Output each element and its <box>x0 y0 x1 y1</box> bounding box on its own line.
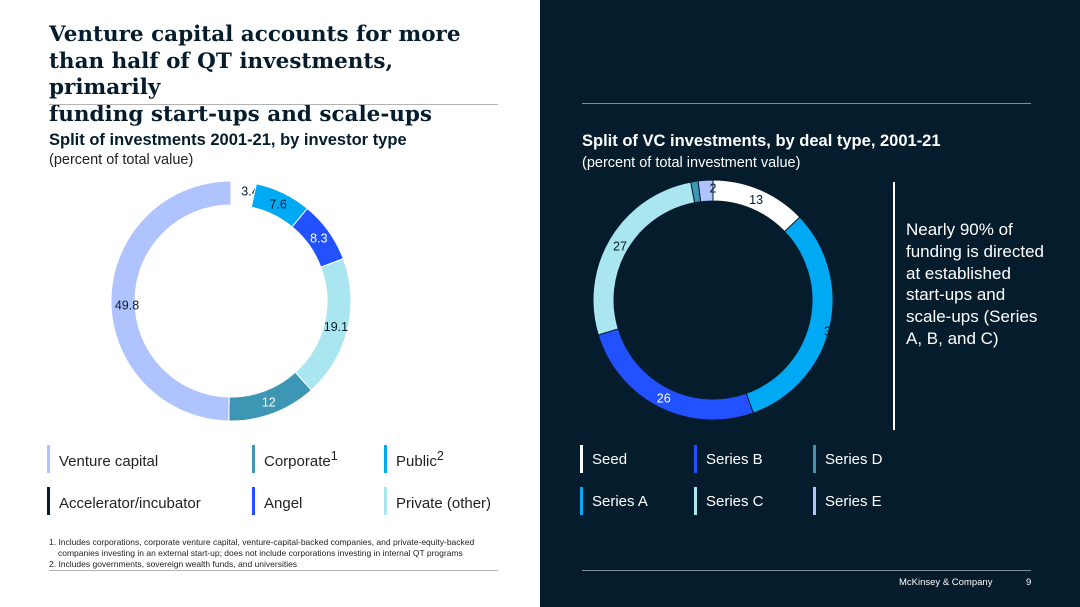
legend-swatch <box>47 445 50 473</box>
donut-label-private-other: 19.1 <box>324 320 348 334</box>
legend-swatch <box>384 445 387 473</box>
legend-item-series-e: Series E <box>813 487 882 515</box>
left-panel: Venture capital accounts for more than h… <box>47 22 519 571</box>
donut-label-series-b: 26 <box>657 391 671 405</box>
slide-headline: Venture capital accounts for more than h… <box>49 22 461 127</box>
footer-rule <box>582 570 1031 571</box>
legend-label: Angel <box>264 494 303 512</box>
legend-label: Series B <box>706 450 763 468</box>
donut-label-series-e: 2 <box>710 182 717 196</box>
donut-label-series-c: 27 <box>613 240 627 254</box>
legend-item-private-other: Private (other) <box>384 487 491 515</box>
legend-item-angel: Angel <box>252 487 302 515</box>
footnote-1: 1. Includes corporations, corporate vent… <box>49 537 475 547</box>
deal-chart-subtitle: (percent of total investment value) <box>582 155 801 171</box>
legend-item-series-d: Series D <box>813 445 883 473</box>
legend-swatch <box>252 445 255 473</box>
legend-item-series-a: Series A <box>580 487 648 515</box>
footnote-1-continued: companies investing in an external start… <box>58 548 463 558</box>
legend-item-venture-capital: Venture capital <box>47 445 158 473</box>
headline-rule <box>49 104 498 105</box>
legend-swatch <box>694 487 697 515</box>
footnote-2: 2. Includes governments, sovereign wealt… <box>49 559 298 569</box>
legend-swatch <box>580 445 583 473</box>
legend-item-accelerator-incubator: Accelerator/incubator <box>47 487 201 515</box>
legend-swatch <box>252 487 255 515</box>
legend-label: Accelerator/incubator <box>59 494 201 512</box>
top-rule <box>582 103 1031 104</box>
legend-label: Public2 <box>396 448 444 470</box>
legend-item-series-b: Series B <box>694 445 763 473</box>
donut-label-series-a: 32 <box>824 325 838 339</box>
investor-chart-subtitle: (percent of total value) <box>49 152 194 168</box>
legend-swatch <box>47 487 50 515</box>
donut-label-public: 7.6 <box>269 197 286 211</box>
legend-swatch <box>694 445 697 473</box>
donut-slice-series-b <box>597 328 754 421</box>
legend-item-series-c: Series C <box>694 487 764 515</box>
donut-label-corporate: 12 <box>262 396 276 410</box>
legend-item-seed: Seed <box>580 445 627 473</box>
legend-label: Private (other) <box>396 494 492 512</box>
donut-slice-series-e <box>697 179 714 203</box>
donut-label-venture-capital: 49.8 <box>115 299 139 313</box>
legend-label: Series C <box>706 492 764 510</box>
legend-label: Seed <box>592 450 628 468</box>
footnotes: 1. Includes corporations, corporate vent… <box>49 537 519 570</box>
legend-swatch <box>813 487 816 515</box>
brand-name: McKinsey & Company <box>899 577 993 588</box>
callout-text: Nearly 90% of funding is directed at est… <box>906 220 1044 348</box>
investor-chart-title: Split of investments 2001-21, by investo… <box>49 131 407 149</box>
donut-label-angel: 8.3 <box>310 232 327 246</box>
legend-swatch <box>580 487 583 515</box>
legend-label: Series D <box>825 450 883 468</box>
deal-chart-title: Split of VC investments, by deal type, 2… <box>582 132 941 150</box>
deal-type-donut: 1332262712 <box>592 179 838 421</box>
footnote-rule <box>49 570 498 571</box>
donut-slice-venture-capital <box>110 180 232 422</box>
legend-label: Series E <box>825 492 882 510</box>
legend-item-corporate: Corporate1 <box>252 445 338 473</box>
donut-slice-series-c <box>592 181 696 336</box>
donut-slice-series-a <box>745 216 834 414</box>
callout-rule <box>893 182 895 430</box>
legend-item-public: Public2 <box>384 445 444 473</box>
legend-label: Series A <box>592 492 648 510</box>
legend-swatch <box>813 445 816 473</box>
donut-label-seed: 13 <box>749 193 763 207</box>
legend-label: Corporate1 <box>264 448 338 470</box>
legend-swatch <box>384 487 387 515</box>
legend-label: Venture capital <box>59 452 159 470</box>
right-panel: Split of VC investments, by deal type, 2… <box>540 0 1080 607</box>
page-number: 9 <box>1026 577 1032 588</box>
